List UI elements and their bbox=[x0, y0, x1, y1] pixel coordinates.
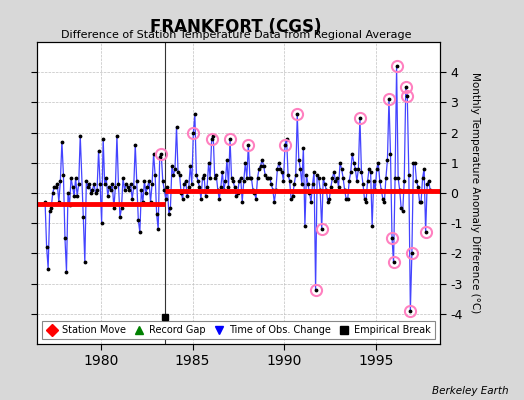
Y-axis label: Monthly Temperature Anomaly Difference (°C): Monthly Temperature Anomaly Difference (… bbox=[470, 72, 480, 314]
Text: FRANKFORT (CGS): FRANKFORT (CGS) bbox=[150, 18, 322, 36]
Text: Berkeley Earth: Berkeley Earth bbox=[432, 386, 508, 396]
Text: Difference of Station Temperature Data from Regional Average: Difference of Station Temperature Data f… bbox=[61, 30, 411, 40]
Legend: Station Move, Record Gap, Time of Obs. Change, Empirical Break: Station Move, Record Gap, Time of Obs. C… bbox=[42, 321, 435, 339]
